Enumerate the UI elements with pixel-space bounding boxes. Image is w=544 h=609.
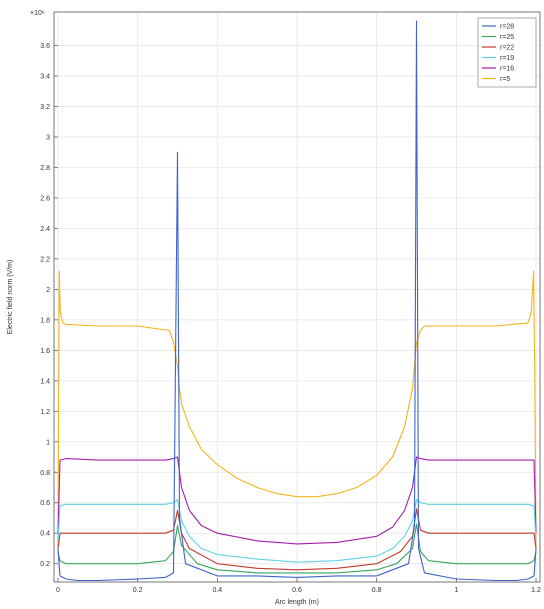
x-tick-label: 1.2 (531, 587, 541, 594)
series-layer (57, 20, 537, 582)
x-axis-label: Arc length (m) (275, 599, 319, 606)
y-axis-ticks: 0.2 0.4 0.6 0.8 1 1.2 1.4 1.6 1.8 2 2.2 2.4 2.6 2.8 3 3… (40, 43, 58, 568)
x-tick-label: 0.6 (292, 587, 302, 594)
y-tick-label: 1.4 (40, 378, 50, 385)
y-tick-label: 3.4 (40, 74, 50, 81)
y-tick-label: 1 (46, 439, 50, 446)
series-line-r22 (57, 508, 537, 571)
legend-entry-label: r=22 (500, 45, 514, 52)
y-tick-label: 0.4 (40, 531, 50, 538)
legend-entry-label: r=19 (500, 55, 514, 62)
legend-entry-label: r=28 (500, 24, 514, 31)
y-tick-label: 2 (46, 287, 50, 294)
y-multiplier-label: ×10⁶ (30, 10, 45, 17)
y-tick-label: 3.2 (40, 104, 50, 111)
series-line-r25 (57, 523, 537, 574)
series-line-r5 (57, 270, 537, 549)
legend: r=28 r=25 r=22 r=19 r=16 r=5 (477, 17, 537, 88)
x-tick-label: 0 (56, 587, 60, 594)
x-tick-label: 1 (454, 587, 458, 594)
y-tick-label: 2.8 (40, 165, 50, 172)
legend-entry-label: r=5 (500, 76, 510, 83)
x-tick-label: 0.4 (212, 587, 222, 594)
y-tick-label: 1.2 (40, 409, 50, 416)
legend-entry-label: r=25 (500, 34, 514, 41)
x-axis-ticks: 0 0.2 0.4 0.6 0.8 1 1.2 (56, 578, 541, 594)
y-tick-label: 0.2 (40, 561, 50, 568)
x-tick-label: 0.2 (133, 587, 143, 594)
y-axis-label: Electric field norm (V/m) (7, 260, 14, 335)
legend-box (477, 17, 537, 88)
y-tick-label: 2.4 (40, 226, 50, 233)
y-tick-label: 1.8 (40, 317, 50, 324)
y-tick-label: 2.2 (40, 256, 50, 263)
x-tick-label: 0.8 (372, 587, 382, 594)
series-line-r28 (57, 20, 537, 582)
y-tick-label: 3 (46, 134, 50, 141)
y-tick-label: 2.6 (40, 195, 50, 202)
y-tick-label: 0.6 (40, 500, 50, 507)
series-line-r19 (57, 499, 537, 563)
y-tick-label: 1.6 (40, 348, 50, 355)
y-tick-label: 0.8 (40, 470, 50, 477)
legend-entry-label: r=16 (500, 66, 514, 73)
y-tick-label: 3.6 (40, 43, 50, 50)
series-line-r16 (57, 456, 537, 545)
